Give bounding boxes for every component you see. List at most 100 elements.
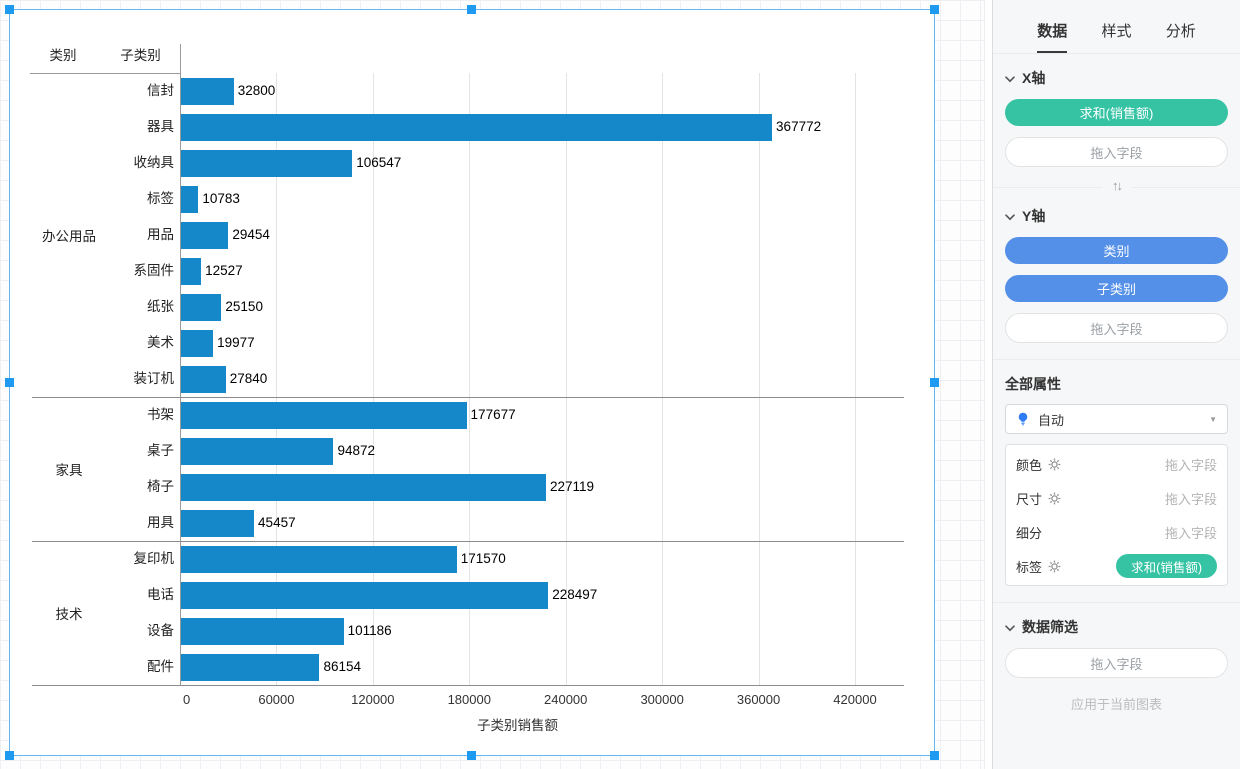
tab-analysis[interactable]: 分析 bbox=[1165, 23, 1196, 40]
resize-handle-middle-right[interactable] bbox=[930, 377, 939, 387]
resize-handle-top-middle[interactable] bbox=[467, 5, 476, 14]
bar-value-label: 27840 bbox=[229, 371, 268, 386]
subcategory-label: 设备 bbox=[147, 623, 174, 638]
bar-value-label: 29454 bbox=[232, 227, 270, 242]
bar[interactable] bbox=[181, 581, 549, 609]
bar[interactable] bbox=[181, 509, 255, 537]
detail-property-label: 细分 bbox=[1016, 525, 1043, 541]
auto-mode-select[interactable]: 自动 ▼ bbox=[1005, 404, 1228, 434]
label-measure-pill[interactable]: 求和(销售额) bbox=[1116, 554, 1217, 578]
subcategory-label: 装订机 bbox=[133, 371, 175, 386]
x-tick-label: 360000 bbox=[736, 692, 781, 707]
x-axis-title: X轴 bbox=[1022, 70, 1046, 86]
column-divider bbox=[180, 44, 181, 685]
plot-gridline bbox=[758, 73, 760, 685]
resize-handle-middle-left[interactable] bbox=[5, 377, 14, 387]
x-axis-title: 子类别销售额 bbox=[477, 718, 558, 733]
y-axis-section-header[interactable]: Y轴 bbox=[1005, 206, 1228, 226]
group-separator bbox=[32, 541, 904, 542]
bar[interactable] bbox=[181, 185, 199, 213]
resize-handle-bottom-middle[interactable] bbox=[467, 751, 476, 760]
tab-style[interactable]: 样式 bbox=[1101, 23, 1132, 40]
section-divider bbox=[993, 602, 1240, 603]
dashboard-canvas[interactable]: 类别 子类别 信封 32800 器具 367772 收纳具 106547 标签 10783 用品 29… bbox=[0, 0, 984, 769]
data-filter-section-header[interactable]: 数据筛选 bbox=[1005, 617, 1228, 637]
lightbulb-icon bbox=[1016, 412, 1030, 426]
bar[interactable] bbox=[181, 293, 222, 321]
bar[interactable] bbox=[181, 545, 457, 573]
x-tick-label: 60000 bbox=[258, 692, 295, 707]
subcategory-label: 椅子 bbox=[147, 479, 174, 494]
subcategory-label: 配件 bbox=[147, 659, 174, 674]
color-drop-zone[interactable]: 拖入字段 bbox=[1164, 457, 1217, 473]
bar[interactable] bbox=[181, 365, 226, 393]
bar-value-label: 227119 bbox=[550, 479, 595, 494]
resize-handle-bottom-left[interactable] bbox=[5, 751, 14, 760]
properties-box: 颜色 拖入字段 尺寸 拖入字段 细分 拖入字段 bbox=[1005, 444, 1228, 586]
bar[interactable] bbox=[181, 617, 344, 645]
x-axis-measure-pill[interactable]: 求和(销售额) bbox=[1005, 99, 1228, 126]
resize-handle-top-left[interactable] bbox=[5, 5, 14, 14]
data-filter-drop-zone[interactable]: 拖入字段 bbox=[1005, 648, 1228, 678]
col-header-category: 类别 bbox=[49, 48, 77, 63]
section-divider bbox=[993, 359, 1240, 360]
subcategory-label: 器具 bbox=[147, 119, 174, 134]
tab-data[interactable]: 数据 bbox=[1037, 20, 1067, 53]
label-property-label: 标签 bbox=[1016, 559, 1043, 575]
swap-axes-icon[interactable]: ↑↓ bbox=[1102, 178, 1131, 193]
bar-value-label: 101186 bbox=[347, 623, 392, 638]
data-filter-note: 应用于当前图表 bbox=[1070, 697, 1162, 712]
x-tick-label: 0 bbox=[183, 692, 191, 707]
chevron-down-icon: ▼ bbox=[1209, 414, 1217, 424]
bar[interactable] bbox=[181, 221, 229, 249]
subcategory-label: 用品 bbox=[147, 227, 174, 242]
chart-widget[interactable]: 类别 子类别 信封 32800 器具 367772 收纳具 106547 标签 10783 用品 29… bbox=[5, 5, 939, 760]
gear-icon[interactable] bbox=[1048, 458, 1061, 471]
group-separator bbox=[32, 397, 904, 398]
detail-drop-zone[interactable]: 拖入字段 bbox=[1164, 525, 1217, 541]
subcategory-label: 电话 bbox=[147, 587, 174, 602]
x-axis-drop-zone[interactable]: 拖入字段 bbox=[1005, 137, 1228, 167]
size-drop-zone[interactable]: 拖入字段 bbox=[1164, 491, 1217, 507]
chevron-down-icon bbox=[1005, 70, 1015, 86]
gear-icon[interactable] bbox=[1048, 492, 1061, 505]
bar-value-label: 94872 bbox=[337, 443, 376, 458]
bar[interactable] bbox=[181, 77, 234, 105]
bar[interactable] bbox=[181, 329, 214, 357]
size-property-label: 尺寸 bbox=[1016, 491, 1043, 507]
auto-mode-value: 自动 bbox=[1038, 412, 1065, 428]
subcategory-label: 系固件 bbox=[133, 263, 175, 278]
bar[interactable] bbox=[181, 401, 467, 429]
resize-handle-bottom-right[interactable] bbox=[930, 751, 939, 760]
bar[interactable] bbox=[181, 437, 334, 465]
property-row-color: 颜色 拖入字段 bbox=[1016, 447, 1217, 481]
subcategory-label: 纸张 bbox=[147, 299, 174, 314]
x-axis-section-header[interactable]: X轴 bbox=[1005, 68, 1228, 88]
gear-icon[interactable] bbox=[1048, 560, 1061, 573]
subcategory-label: 标签 bbox=[147, 191, 174, 206]
bar-value-label: 45457 bbox=[258, 515, 296, 530]
bar[interactable] bbox=[181, 257, 202, 285]
bar[interactable] bbox=[181, 473, 546, 501]
x-axis-section: X轴 求和(销售额) 拖入字段 bbox=[993, 54, 1240, 183]
axis-line bbox=[32, 685, 904, 686]
bar-value-label: 228497 bbox=[552, 587, 598, 602]
x-tick-label: 420000 bbox=[833, 692, 877, 707]
category-label: 技术 bbox=[55, 607, 83, 622]
plot-gridline bbox=[565, 73, 567, 685]
subcategory-label: 收纳具 bbox=[133, 155, 175, 170]
bar[interactable] bbox=[181, 653, 320, 681]
bar[interactable] bbox=[181, 149, 353, 177]
settings-panel: 数据 样式 分析 X轴 求和(销售额) 拖入字段 ↑↓ Y轴 bbox=[992, 0, 1240, 769]
y-axis-dimension-pill-category[interactable]: 类别 bbox=[1005, 237, 1228, 264]
y-axis-drop-zone[interactable]: 拖入字段 bbox=[1005, 313, 1228, 343]
bar[interactable] bbox=[181, 113, 773, 141]
category-label: 办公用品 bbox=[42, 229, 96, 244]
x-tick-label: 120000 bbox=[351, 692, 395, 707]
bar-value-label: 106547 bbox=[356, 155, 402, 170]
resize-handle-top-right[interactable] bbox=[930, 5, 939, 14]
canvas-panel-gutter bbox=[984, 0, 992, 769]
y-axis-dimension-pill-subcategory[interactable]: 子类别 bbox=[1005, 275, 1228, 302]
x-tick-label: 180000 bbox=[447, 692, 491, 707]
